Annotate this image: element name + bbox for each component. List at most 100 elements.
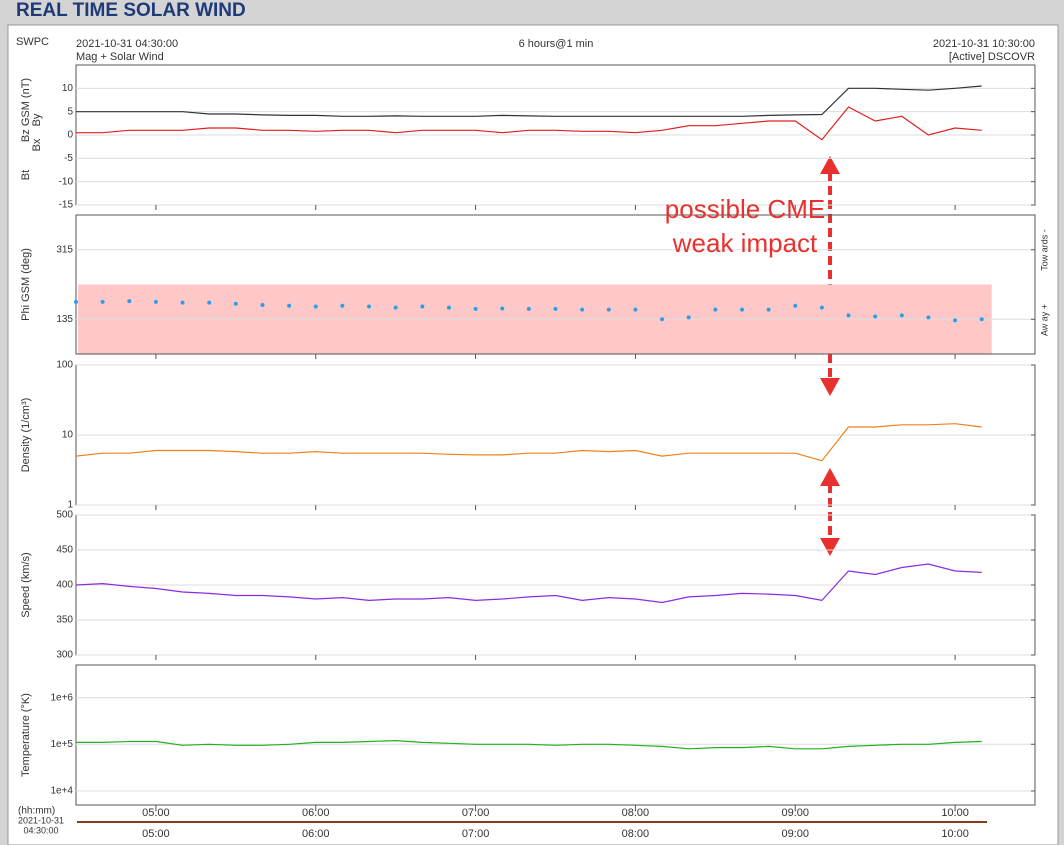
y-label: Speed (km/s)	[20, 552, 32, 617]
point	[74, 299, 78, 304]
y-tick-label: 400	[56, 580, 73, 591]
x-tick-label: 07:00	[462, 807, 490, 819]
point	[127, 299, 132, 304]
y-tick-label: 1e+6	[50, 692, 73, 703]
arrow-head	[820, 156, 840, 174]
point	[367, 304, 372, 309]
point	[473, 306, 478, 311]
y-tick-label: 315	[56, 244, 73, 255]
point	[686, 315, 691, 320]
panel-frame	[75, 214, 1036, 355]
source: SWPC	[16, 36, 49, 48]
point	[233, 301, 238, 306]
point	[287, 303, 292, 308]
y-tick-label: 350	[56, 615, 73, 626]
point	[873, 314, 878, 319]
start-time: 2021-10-31 04:30:00	[76, 38, 178, 50]
x-tick-label: 10:00	[941, 807, 969, 819]
y-label: Temperature (°K)	[20, 693, 32, 777]
point	[420, 304, 425, 309]
y-tick-label: 450	[56, 545, 73, 556]
y-tick-label: 0	[67, 130, 73, 141]
start-date: 2021-10-31	[18, 815, 64, 825]
point	[526, 306, 531, 311]
series-line	[75, 423, 982, 462]
point	[979, 317, 984, 322]
point	[766, 307, 771, 312]
start-clock: 04:30:00	[23, 825, 58, 835]
series-line	[75, 563, 982, 604]
point	[633, 307, 638, 312]
y-label: Bx	[31, 138, 43, 151]
x-tick-label: 08:00	[622, 828, 650, 840]
point	[340, 303, 345, 308]
point	[393, 305, 398, 310]
point	[713, 307, 718, 312]
point	[739, 307, 744, 312]
y-tick-label: 1e+4	[50, 786, 73, 797]
annotation: possible CME weak impact	[664, 194, 826, 258]
x-tick-label: 06:00	[302, 807, 330, 819]
y-tick-label: 1e+5	[50, 739, 73, 750]
end-time: 2021-10-31 10:30:00	[933, 38, 1035, 50]
right-label: Tow ards -	[1039, 229, 1049, 271]
panel-frame	[75, 664, 1036, 806]
y-tick-label: -10	[59, 176, 74, 187]
y-tick-label: 100	[56, 360, 73, 371]
arrow-head	[820, 378, 840, 396]
point	[553, 306, 558, 311]
series-line	[76, 85, 982, 117]
point	[819, 305, 824, 310]
arrow-head	[820, 538, 840, 556]
y-label: Density (1/cm³)	[20, 398, 32, 473]
series-line	[76, 106, 982, 141]
y-tick-label: 10	[62, 430, 74, 441]
y-label: Phi GSM (deg)	[20, 248, 32, 321]
x-tick-label: 09:00	[781, 807, 809, 819]
point	[793, 303, 798, 308]
point	[926, 315, 931, 320]
y-label: Bt	[20, 170, 32, 180]
y-tick-label: 5	[67, 106, 73, 117]
point	[899, 313, 904, 318]
y-tick-label: -5	[64, 153, 73, 164]
y-tick-label: -15	[59, 200, 74, 211]
x-tick-label: 07:00	[462, 828, 490, 840]
x-tick-label: 05:00	[142, 807, 170, 819]
point	[953, 318, 958, 323]
y-tick-label: 135	[56, 314, 73, 325]
point	[500, 306, 505, 311]
point	[660, 317, 665, 322]
x-tick-label: 08:00	[622, 807, 650, 819]
point	[207, 300, 212, 305]
x-tick-label: 05:00	[142, 828, 170, 840]
point	[313, 304, 318, 309]
x-tick-label: 09:00	[781, 828, 809, 840]
point	[606, 307, 611, 312]
x-tick-label: 10:00	[941, 828, 969, 840]
y-tick-label: 10	[62, 83, 74, 94]
satellite: [Active] DSCOVR	[949, 51, 1035, 63]
page-title: REAL TIME SOLAR WIND	[16, 0, 246, 21]
y-label: Bz GSM (nT)	[20, 78, 32, 142]
y-tick-label: 500	[56, 510, 73, 521]
span: 6 hours@1 min	[519, 38, 594, 50]
right-label: Aw ay +	[1039, 304, 1049, 336]
point	[580, 307, 585, 312]
point	[153, 299, 158, 304]
time-axis-label: (hh:mm)	[18, 806, 55, 817]
x-tick-label: 06:00	[302, 828, 330, 840]
product: Mag + Solar Wind	[76, 51, 164, 63]
y-tick-label: 1	[67, 500, 73, 511]
series-line	[76, 739, 982, 750]
y-tick-label: 300	[56, 650, 73, 661]
point	[260, 302, 265, 307]
point	[180, 300, 185, 305]
point	[100, 299, 105, 304]
arrow-head	[820, 468, 840, 486]
y-label: By	[31, 113, 43, 126]
point	[846, 313, 851, 318]
point	[446, 305, 451, 310]
